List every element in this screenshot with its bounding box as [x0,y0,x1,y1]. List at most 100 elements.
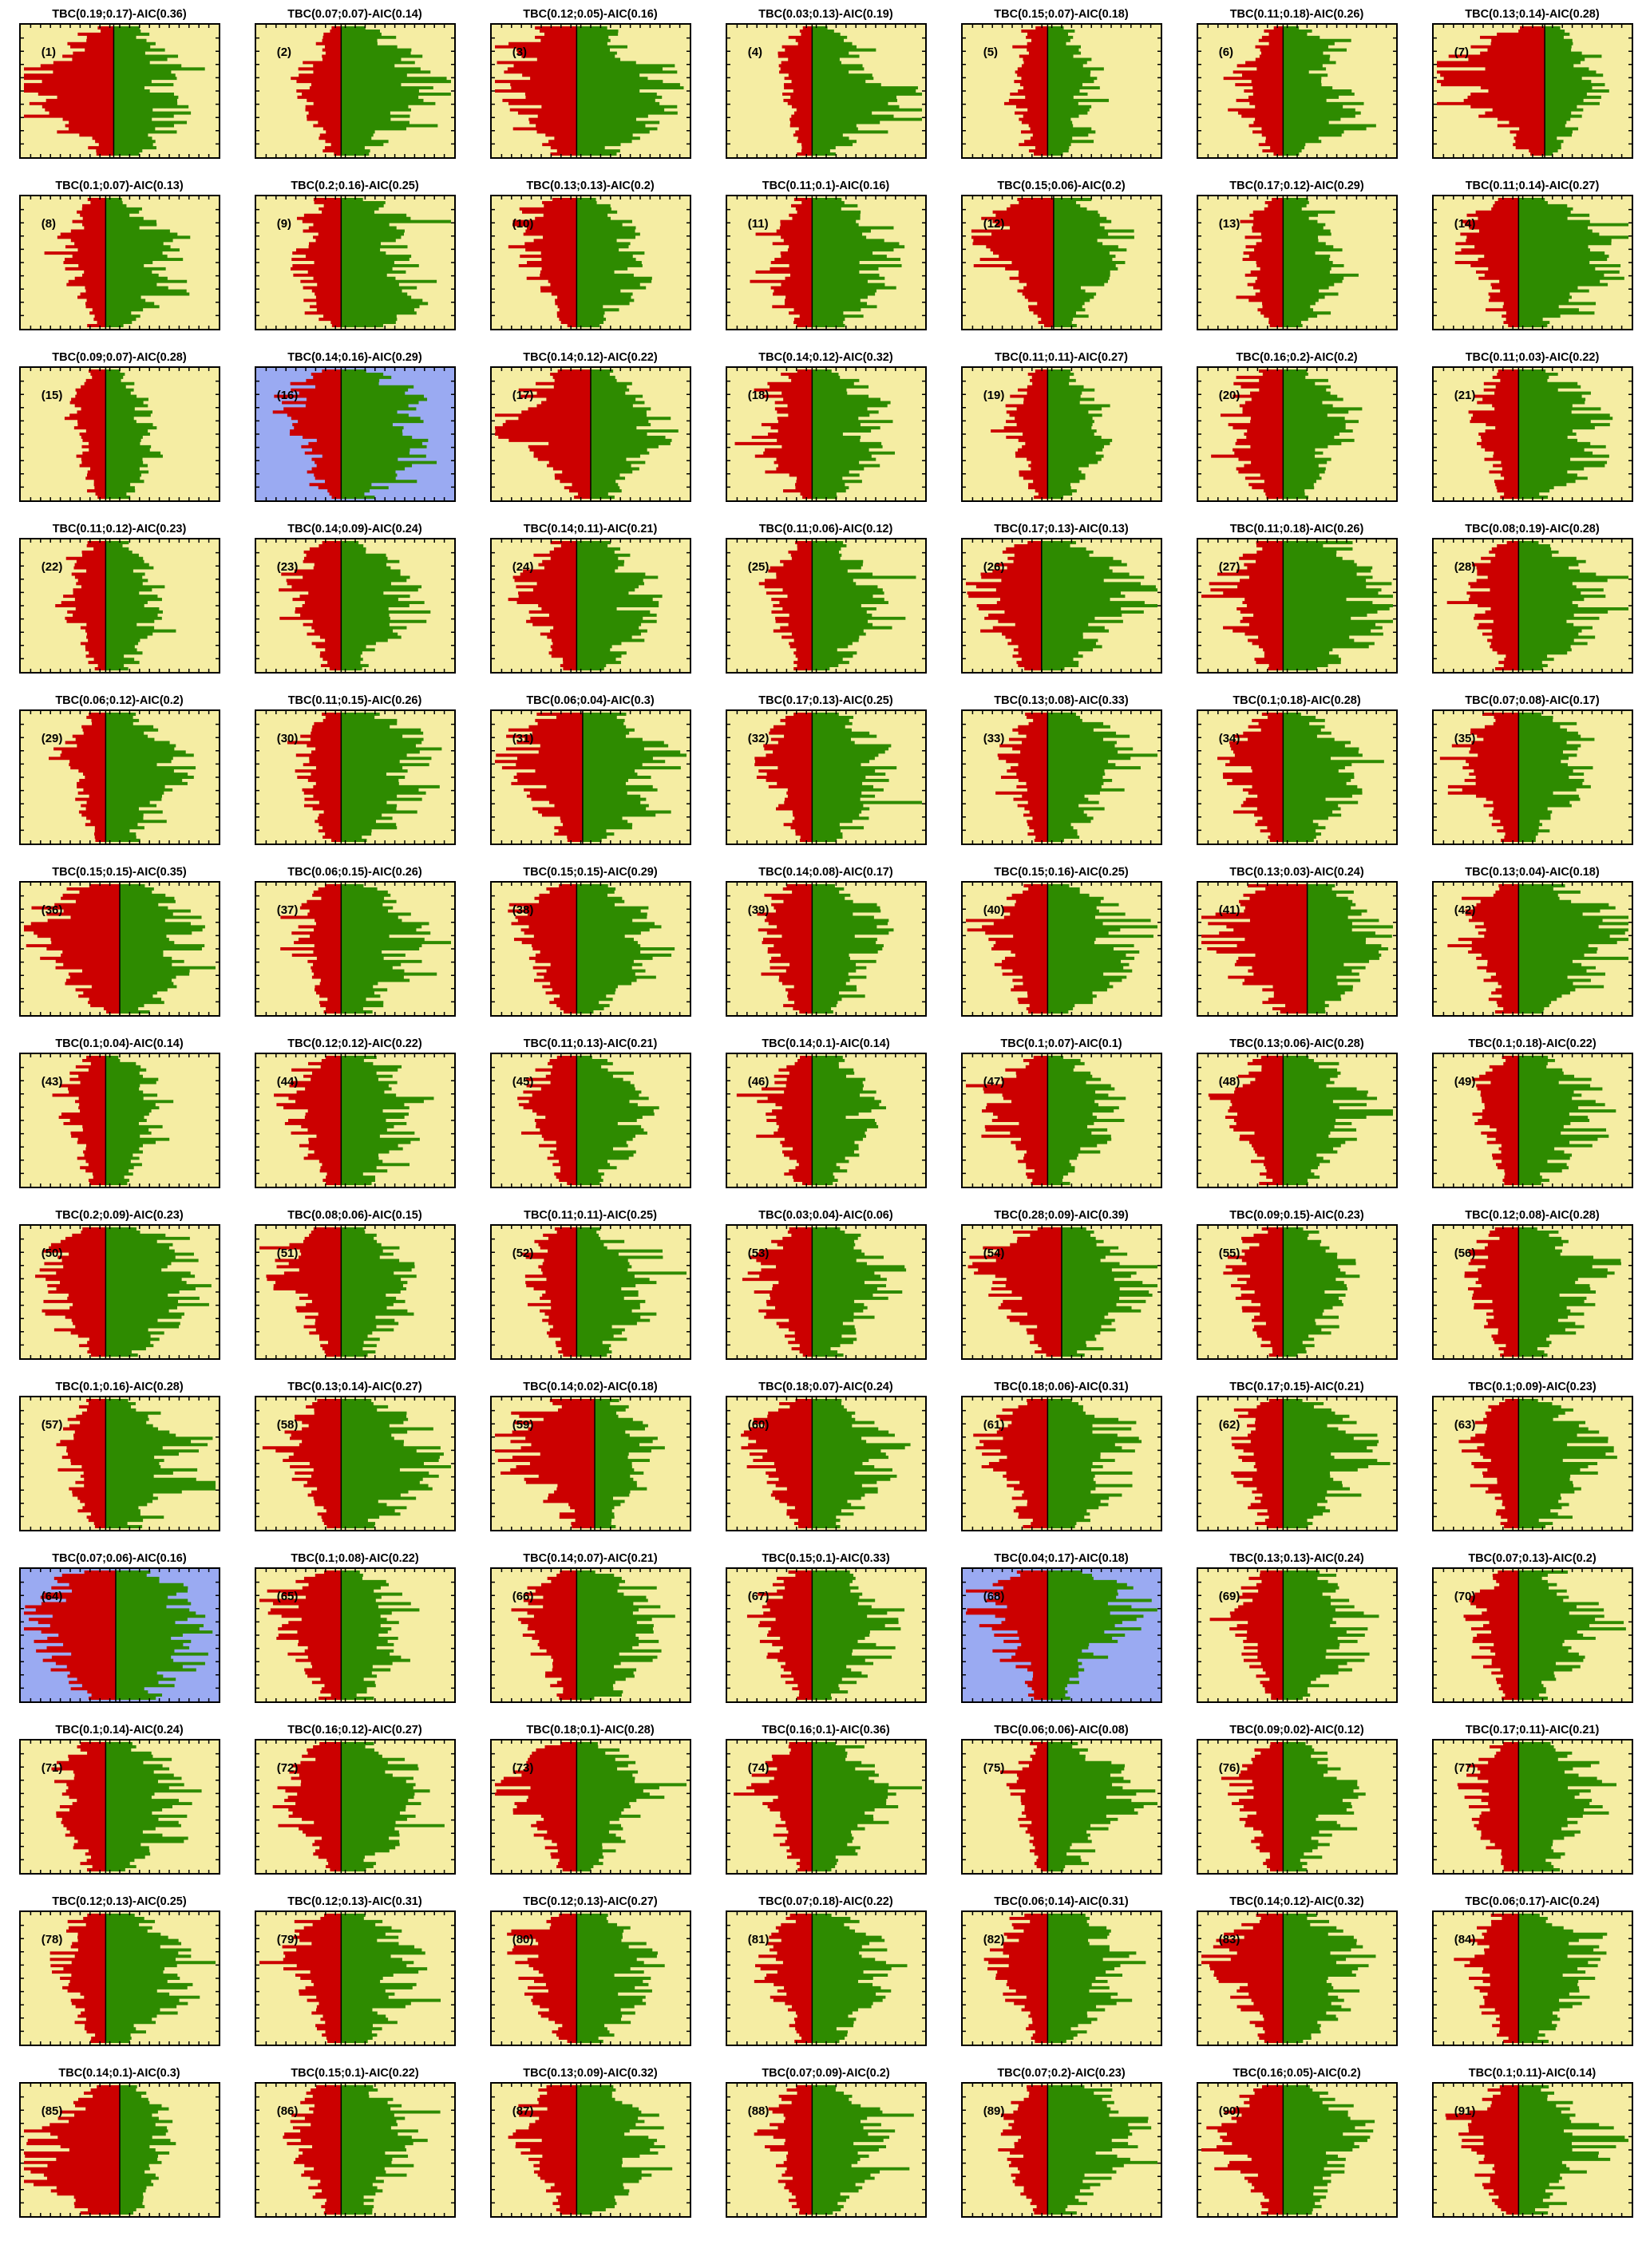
left-bars [272,369,341,499]
axis-ticks [1197,1741,1396,1873]
histogram-panel: (37) [254,881,456,1017]
histogram-panel: (32) [725,709,927,845]
panel-cell: TBC(0.07;0.18)-AIC(0.22) (81) [708,1895,944,2046]
panel-number-label: (2) [276,45,291,59]
panel-title: TBC(0.17;0.15)-AIC(0.21) [1229,1381,1364,1393]
right-bars [1517,1056,1616,1185]
panel-title: TBC(0.12;0.13)-AIC(0.31) [287,1895,422,1908]
axis-ticks [255,1741,454,1873]
axis-ticks [20,1226,219,1358]
panel-number-label: (34) [1218,732,1240,745]
left-bars [259,1571,341,1700]
axis-ticks [491,711,690,844]
axis-ticks [1433,1569,1632,1701]
panel-number-label: (29) [41,732,62,745]
panel-number-label: (1) [41,45,55,59]
panel-title: TBC(0.07;0.2)-AIC(0.23) [997,2067,1126,2080]
panel-cell: TBC(0.14;0.08)-AIC(0.17) (39) [708,866,944,1017]
panel-cell: TBC(0.14;0.1)-AIC(0.3) (85) [2,2067,237,2218]
left-bars [516,1056,576,1185]
panel-number-label: (4) [747,45,762,59]
left-bars [742,1227,812,1357]
panel-number-label: (87) [512,2104,533,2118]
panel-title: TBC(0.2;0.16)-AIC(0.25) [291,180,419,192]
right-bars [119,2085,176,2215]
panel-number-label: (71) [41,1761,62,1775]
left-bars [494,1399,595,1528]
panel-number-label: (25) [747,560,769,574]
panel-cell: TBC(0.13;0.13)-AIC(0.24) (69) [1179,1552,1415,1703]
histogram-panel: (82) [960,1910,1162,2046]
right-bars [1282,1571,1379,1700]
panel-title: TBC(0.12;0.12)-AIC(0.22) [287,1037,422,1050]
left-bars [262,1399,341,1528]
panel-number-label: (36) [41,903,62,917]
panel-cell: TBC(0.07;0.13)-AIC(0.2) (70) [1415,1552,1650,1703]
panel-title: TBC(0.13;0.13)-AIC(0.24) [1229,1552,1364,1565]
left-bars [494,1742,576,1871]
panel-title: TBC(0.14;0.1)-AIC(0.14) [762,1037,890,1050]
panel-number-label: (3) [512,45,526,59]
axis-ticks [1433,1741,1632,1873]
histogram-panel: (72) [254,1739,456,1875]
panel-title: TBC(0.15;0.15)-AIC(0.29) [523,866,658,879]
histogram-panel: (23) [254,538,456,674]
histogram-panel: (19) [960,366,1162,502]
panel-title: TBC(0.15;0.07)-AIC(0.18) [994,8,1129,21]
panel-number-label: (62) [1218,1418,1240,1432]
panel-cell: TBC(0.1;0.16)-AIC(0.28) (57) [2,1381,237,1531]
panel-title: TBC(0.06;0.15)-AIC(0.26) [287,866,422,879]
axis-ticks [255,1397,454,1530]
left-bars [508,198,576,327]
axis-ticks [255,368,454,500]
panel-cell: TBC(0.13;0.09)-AIC(0.32) (87) [473,2067,708,2218]
right-bars [576,541,663,670]
panel-number-label: (74) [747,1761,769,1775]
panel-number-label: (54) [983,1247,1004,1260]
axis-ticks [1433,2084,1632,2216]
axis-ticks [1197,1912,1396,2045]
axis-ticks [491,883,690,1015]
panel-title: TBC(0.14;0.16)-AIC(0.29) [287,351,422,364]
axis-ticks [962,883,1161,1015]
axis-ticks [20,1569,219,1701]
axis-ticks [491,1226,690,1358]
panel-title: TBC(0.11;0.1)-AIC(0.16) [762,180,890,192]
panel-cell: TBC(0.11;0.14)-AIC(0.27) (14) [1415,180,1650,330]
histogram-panel: (28) [1431,538,1633,674]
panel-title: TBC(0.07;0.09)-AIC(0.2) [762,2067,890,2080]
panel-number-label: (69) [1218,1590,1240,1603]
histogram-panel: (20) [1196,366,1398,502]
histogram-panel: (46) [725,1053,927,1188]
axis-ticks [255,1912,454,2045]
panel-title: TBC(0.18;0.1)-AIC(0.28) [526,1724,655,1737]
panel-cell: TBC(0.28;0.09)-AIC(0.39) (54) [944,1209,1179,1360]
right-bars [1517,713,1594,842]
axis-ticks [20,711,219,844]
right-bars [1307,884,1393,1013]
panel-cell: TBC(0.1;0.04)-AIC(0.14) (43) [2,1037,237,1188]
panel-number-label: (49) [1454,1075,1475,1089]
left-bars [736,1056,812,1185]
panel-cell: TBC(0.11;0.12)-AIC(0.23) (22) [2,523,237,674]
panel-number-label: (39) [747,903,769,917]
left-bars [54,541,105,670]
left-bars [494,26,576,156]
left-bars [259,1914,341,2043]
right-bars [113,26,205,156]
panel-title: TBC(0.14;0.09)-AIC(0.24) [287,523,422,535]
panel-number-label: (70) [1454,1590,1475,1603]
panel-cell: TBC(0.08;0.06)-AIC(0.15) (51) [237,1209,473,1360]
histogram-panel: (80) [489,1910,691,2046]
panel-cell: TBC(0.15;0.1)-AIC(0.33) (67) [708,1552,944,1703]
panel-title: TBC(0.11;0.11)-AIC(0.27) [995,351,1128,364]
right-bars [1282,1742,1366,1871]
right-bars [1041,541,1157,670]
histogram-panel: (79) [254,1910,456,2046]
axis-ticks [726,25,925,157]
panel-title: TBC(0.03;0.13)-AIC(0.19) [758,8,893,21]
panel-cell: TBC(0.1;0.07)-AIC(0.13) (8) [2,180,237,330]
panel-cell: TBC(0.14;0.11)-AIC(0.21) (24) [473,523,708,674]
left-bars [1209,1571,1283,1700]
axis-ticks [255,25,454,157]
